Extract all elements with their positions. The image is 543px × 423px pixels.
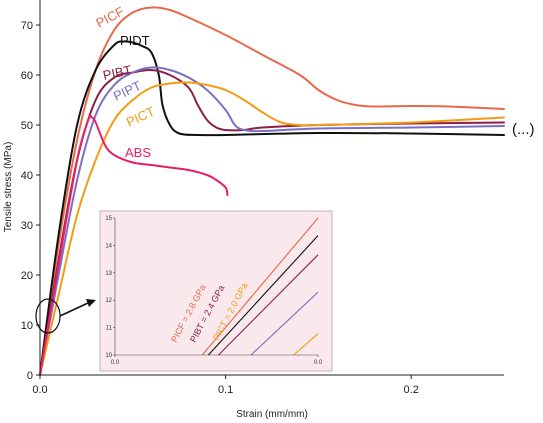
y-tick-label: 60: [21, 70, 33, 82]
y-tick-label: 70: [21, 20, 33, 32]
inset-series-line-pipt: [250, 291, 319, 356]
inset-series-line-picf: [201, 217, 319, 356]
inset-y-tick-label: 14: [105, 243, 112, 249]
series-layer: [39, 6, 505, 376]
y-tick-label: 0: [27, 370, 33, 382]
x-tick-label: 0.1: [218, 384, 233, 396]
inset-y-tick-label: 12: [105, 298, 112, 304]
inset-y-tick-label: 11: [106, 326, 113, 332]
series-label-abs: ABS: [125, 145, 151, 160]
y-tick-label: 30: [21, 220, 33, 232]
inset-series-line-pidt: [207, 235, 319, 356]
y-tick-label: 50: [21, 120, 33, 132]
y-tick-label: 10: [21, 320, 33, 332]
inset-y-ticks: 10 11 12 13 14 15: [105, 216, 115, 359]
y-tick-label: 20: [21, 270, 33, 282]
inset-series-line-pibt: [218, 254, 319, 356]
inset-y-tick-label: 13: [105, 271, 112, 277]
inset-x-tick-label: 0.0: [314, 360, 323, 366]
series-label-pibt: PIBT: [102, 62, 133, 83]
y-ticks: 0 10 20 30 40 50 60 70: [21, 20, 40, 382]
inset-x-ticks: 0.0 0.0: [111, 355, 323, 366]
inset-y-tick-label: 15: [105, 216, 112, 222]
series-label-pict: PICT: [124, 104, 157, 130]
continuation-marker: (...): [512, 121, 535, 138]
series-label-picf: PICF: [93, 3, 126, 30]
y-tick-label: 40: [21, 170, 33, 182]
series-line-pipt: [39, 66, 505, 376]
series-line-pidt: [39, 40, 505, 376]
x-axis-title: Strain (mm/mm): [236, 409, 308, 420]
inset-background: [99, 210, 333, 372]
x-tick-label: 0.2: [404, 384, 419, 396]
x-tick-label: 0.0: [32, 384, 47, 396]
zoom-arrow-line: [59, 302, 89, 317]
x-ticks: 0.0 0.1 0.2: [32, 375, 419, 396]
inset-y-tick-label: 10: [105, 353, 112, 359]
y-axis-title: Tensile stress (MPa): [3, 142, 14, 233]
series-line-abs: [39, 114, 229, 376]
zoom-arrow-head: [86, 299, 96, 307]
series-line-picf: [39, 6, 505, 376]
series-line-pict: [39, 81, 505, 376]
inset-x-tick-label: 0.0: [111, 360, 120, 366]
inset-series-layer: [201, 217, 319, 356]
inset-series-line-pict: [293, 333, 319, 356]
series-label-pipt: PIPT: [111, 78, 144, 104]
series-label-pidt: PIDT: [120, 33, 150, 48]
